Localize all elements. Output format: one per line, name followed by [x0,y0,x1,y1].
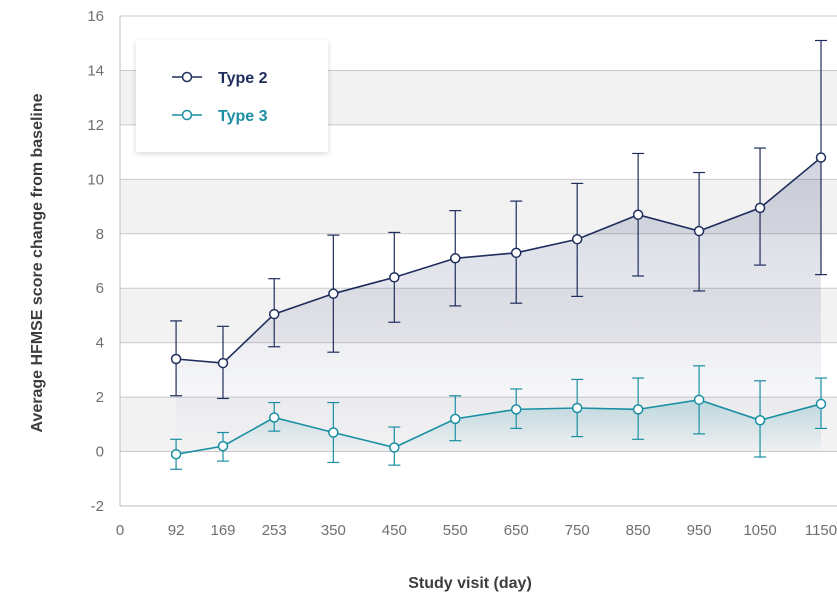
x-tick-label: 750 [565,522,590,539]
data-point-type-2 [268,308,280,320]
y-axis-title: Average HFMSE score change from baseline [29,93,46,432]
y-tick-label: 10 [87,171,104,188]
y-tick-label: 0 [96,444,104,461]
legend-swatch-marker-type-2 [181,71,193,83]
y-tick-label: 6 [96,280,104,297]
x-tick-label: 169 [211,522,236,539]
x-tick-label: 92 [168,522,185,539]
data-point-type-3 [389,442,400,453]
legend: Type 2 Type 3 [136,40,328,152]
data-point-type-3 [268,412,280,423]
y-tick-label: 14 [87,62,104,79]
data-point-type-3 [510,404,522,415]
x-tick-label: 850 [626,522,651,539]
x-tick-label: 550 [443,522,468,539]
x-tick-label: 253 [262,522,287,539]
x-tick-label: 0 [116,522,124,539]
data-point-type-2 [632,209,644,220]
area-fill-type-2 [176,157,821,452]
y-tick-label: -2 [91,498,104,515]
data-point-type-2 [754,202,766,214]
data-point-type-2 [815,152,827,163]
data-point-type-2 [328,288,339,299]
data-point-type-2 [510,247,522,259]
data-point-type-2 [170,353,182,365]
x-tick-label: 350 [321,522,346,539]
y-tick-label: 2 [96,389,104,406]
x-tick-label: 450 [382,522,407,539]
data-point-type-2 [693,225,705,237]
data-point-type-3 [693,394,705,406]
legend-box [136,40,328,152]
y-tick-label: 4 [96,335,104,352]
y-tick-label: 8 [96,226,104,243]
data-point-type-3 [450,413,461,425]
x-axis-title: Study visit (day) [408,575,532,592]
data-point-type-3 [328,427,339,438]
data-point-type-2 [571,233,583,245]
data-point-type-3 [754,415,766,426]
data-point-type-2 [217,357,229,369]
x-tick-label: 1050 [743,522,776,539]
x-tick-label: 1150 [805,522,837,539]
legend-label-type-2: Type 2 [218,70,268,87]
data-point-type-3 [632,404,644,415]
y-tick-label: 16 [87,8,104,25]
data-point-type-3 [217,440,229,452]
y-tick-label: 12 [87,117,104,134]
legend-label-type-3: Type 3 [218,108,268,125]
data-point-type-2 [389,272,400,283]
x-tick-label: 950 [687,522,712,539]
x-tick-label: 650 [504,522,529,539]
series-line-type-2 [176,156,822,364]
legend-swatch-marker-type-3 [181,109,193,121]
data-point-type-2 [450,253,461,264]
area-fill-type-3 [176,399,821,455]
data-point-type-3 [815,398,827,410]
series-line-type-3 [175,399,822,456]
data-point-type-3 [571,402,583,414]
data-point-type-3 [170,449,182,460]
